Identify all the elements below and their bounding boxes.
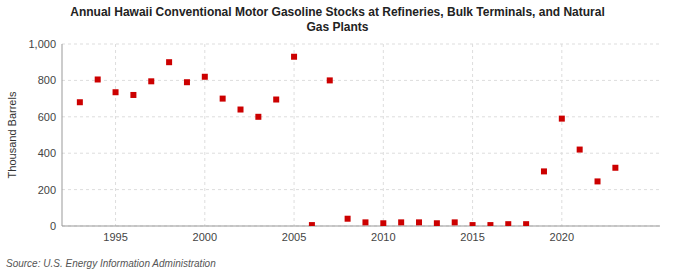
point: [255, 114, 261, 120]
point: [77, 99, 83, 105]
x-tick-label: 2020: [550, 231, 574, 243]
point: [309, 222, 315, 226]
point: [327, 77, 333, 83]
y-tick-label: 0: [50, 220, 56, 232]
point: [202, 74, 208, 80]
y-tick-label: 600: [38, 111, 56, 123]
point: [416, 219, 422, 225]
point: [452, 219, 458, 225]
x-axis-line: [62, 226, 660, 227]
title: Annual Hawaii Conventional Motor Gasolin…: [70, 5, 605, 34]
y-tick-label: 200: [38, 184, 56, 196]
point: [291, 54, 297, 60]
point: [577, 147, 583, 153]
x-grid-line: [115, 44, 116, 226]
point: [434, 220, 440, 226]
x-tick-label: 1995: [103, 231, 127, 243]
point: [166, 59, 172, 65]
point: [220, 96, 226, 102]
point: [487, 222, 493, 226]
x-grid-line: [204, 44, 205, 226]
y-grid-line: [62, 44, 660, 45]
x-tick-label: 2015: [460, 231, 484, 243]
y-axis-label: Thousand Barrels: [6, 91, 18, 178]
title-line: Annual Hawaii Conventional Motor Gasolin…: [70, 5, 605, 19]
point: [380, 220, 386, 226]
point: [273, 97, 279, 103]
y-tick-label: 400: [38, 147, 56, 159]
point: [541, 168, 547, 174]
chart: Annual Hawaii Conventional Motor Gasolin…: [0, 0, 675, 275]
y-grid-line: [62, 189, 660, 190]
grid: [62, 44, 660, 226]
x-tick-label: 2005: [282, 231, 306, 243]
point: [345, 216, 351, 222]
point: [184, 79, 190, 85]
x-grid-line: [294, 44, 295, 226]
y-tick-label: 1,000: [28, 38, 56, 50]
point: [595, 178, 601, 184]
point: [238, 107, 244, 113]
point: [362, 219, 368, 225]
title-line: Gas Plants: [306, 20, 368, 34]
point: [148, 78, 154, 84]
point: [398, 219, 404, 225]
x-grid-line: [383, 44, 384, 226]
y-grid-line: [62, 116, 660, 117]
y-grid-line: [62, 226, 660, 227]
x-tick-label: 2000: [193, 231, 217, 243]
x-grid-line: [472, 44, 473, 226]
point: [130, 92, 136, 98]
source-note: Source: U.S. Energy Information Administ…: [6, 258, 216, 269]
points: [77, 54, 619, 226]
x-tick-label: 2010: [371, 231, 395, 243]
point: [95, 76, 101, 82]
y-axis-line: [62, 44, 63, 226]
y-grid-line: [62, 153, 660, 154]
point: [470, 222, 476, 226]
x-grid-line: [561, 44, 562, 226]
y-tick-label: 800: [38, 74, 56, 86]
point: [505, 221, 511, 226]
point: [113, 89, 119, 95]
point: [612, 165, 618, 171]
point: [559, 116, 565, 122]
point: [523, 221, 529, 226]
